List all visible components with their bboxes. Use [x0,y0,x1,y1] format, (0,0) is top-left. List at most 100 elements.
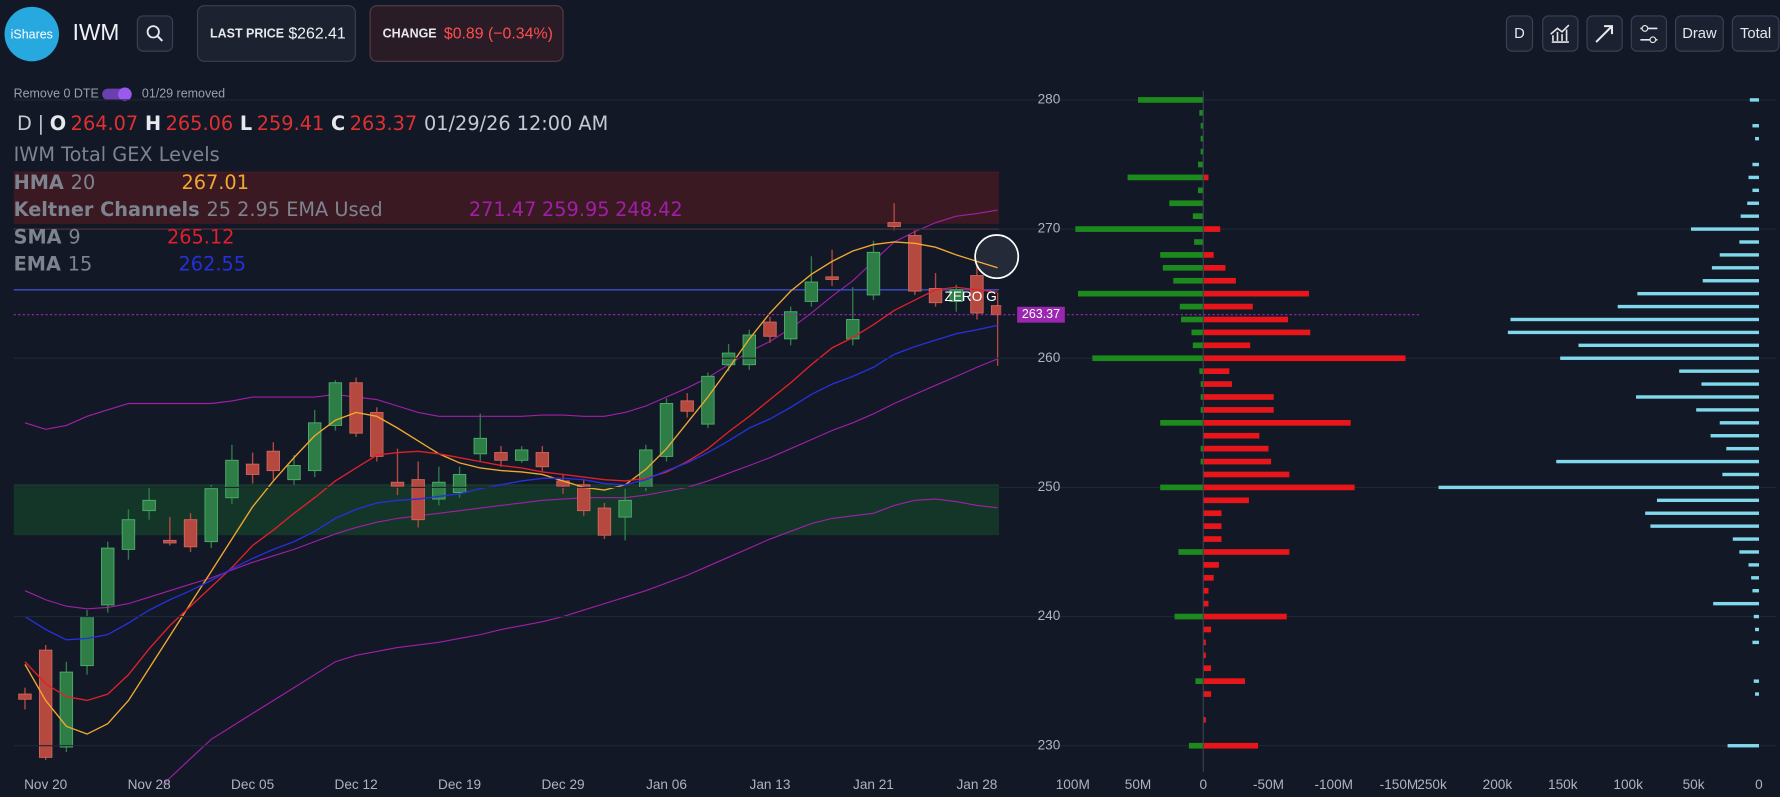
bar [1203,484,1355,491]
bar [1727,744,1759,748]
bar [1203,562,1219,568]
x-tick-label: 200k [1483,777,1513,792]
candle-body [287,464,301,481]
study-value: 271.47 [469,198,536,221]
bar [1690,227,1759,231]
interval-button[interactable] [1505,15,1534,52]
bar [1203,742,1259,749]
bar [1077,290,1204,297]
open-label: O [50,111,66,134]
indicator-line [24,286,998,702]
bar [1560,356,1759,360]
candle-body [121,519,136,550]
bar [1203,652,1206,659]
search-icon [146,25,160,39]
bar [1199,368,1204,374]
candle-body [80,616,94,667]
bar [1507,330,1759,335]
bar [1200,445,1204,452]
bar [1752,188,1759,193]
bar [1203,419,1351,426]
bar [1726,446,1759,451]
bar [1752,162,1759,167]
candle-body [349,382,363,434]
bar [1203,691,1212,697]
bar [1199,109,1204,116]
bar [1747,201,1759,205]
bar [1656,498,1759,503]
candle-body [783,311,798,340]
ohlc-legend: D | O 264.07 H 265.06 L 259.41 C 263.37 01/29/26 1… [17,111,608,134]
bar [1702,279,1759,283]
candle-body [225,459,239,499]
bar [1160,484,1204,491]
candle-body [887,222,901,227]
interval-button-text: D [1514,26,1525,42]
total-button[interactable] [1731,15,1780,52]
bar [1203,290,1309,297]
annotation: ZERO G [945,289,997,304]
bar [1203,316,1289,323]
low-label: L [240,111,252,134]
x-tick-label: Jan 21 [853,777,894,792]
bar [1203,394,1274,400]
bar [1178,549,1204,555]
bar [1194,239,1204,245]
bar [1160,419,1204,426]
x-tick-label: Dec 19 [438,777,481,792]
study-params: 15 [68,252,93,275]
last-price: $262.41 [288,25,346,42]
bar [1127,174,1204,181]
bar [1203,445,1269,452]
candle-body [266,450,281,472]
bar [1203,342,1251,349]
bar [1713,601,1759,606]
x-tick-label: -100M [1314,777,1353,792]
x-tick-label: 150k [1548,777,1578,792]
bar [1719,421,1759,425]
interval: D [17,111,32,134]
study-params: 9 [68,225,80,248]
candle-body [370,412,384,457]
study-value: 248.42 [615,198,682,221]
study-name: SMA [14,225,62,248]
bar [1203,252,1214,258]
bar [1617,304,1759,309]
settings-button[interactable] [1630,15,1668,52]
bar [1181,316,1204,323]
candle-body [245,463,260,475]
candle-body [659,402,674,457]
bar [1751,576,1759,580]
bar [1637,291,1759,296]
bar [1203,471,1290,478]
y-tick-label: 240 [1038,608,1061,623]
bar [1203,277,1236,284]
candle-body [597,507,612,536]
bar [1556,459,1759,464]
indicators-button[interactable] [1542,15,1579,52]
draw-button-text: Draw [1682,26,1717,42]
bar [1719,253,1759,257]
study-legend: HMA 20 267.01 [14,170,249,193]
x-tick-label: Dec 12 [335,777,378,792]
bar [1203,368,1230,374]
high-value: 265.06 [166,111,233,134]
bar [1650,524,1759,528]
draw-button[interactable] [1674,15,1724,52]
candle-body [514,449,529,461]
ticker: IWM [73,19,120,45]
x-tick-label: -50M [1253,777,1284,792]
datetime: 01/29/26 12:00 AM [424,111,608,134]
bar [1203,226,1221,232]
study-legend: EMA 15 262.55 [14,252,246,275]
y-tick-label: 250 [1038,479,1061,494]
search-button[interactable] [136,15,174,52]
y-tick-label: 280 [1038,92,1061,107]
study-value: 259.95 [542,198,609,221]
logo[interactable] [4,6,60,62]
x-tick-label: Jan 06 [646,777,687,792]
bar [1710,434,1759,438]
low-value: 259.41 [257,111,324,134]
chart-title: IWM Total GEX Levels [14,143,220,166]
